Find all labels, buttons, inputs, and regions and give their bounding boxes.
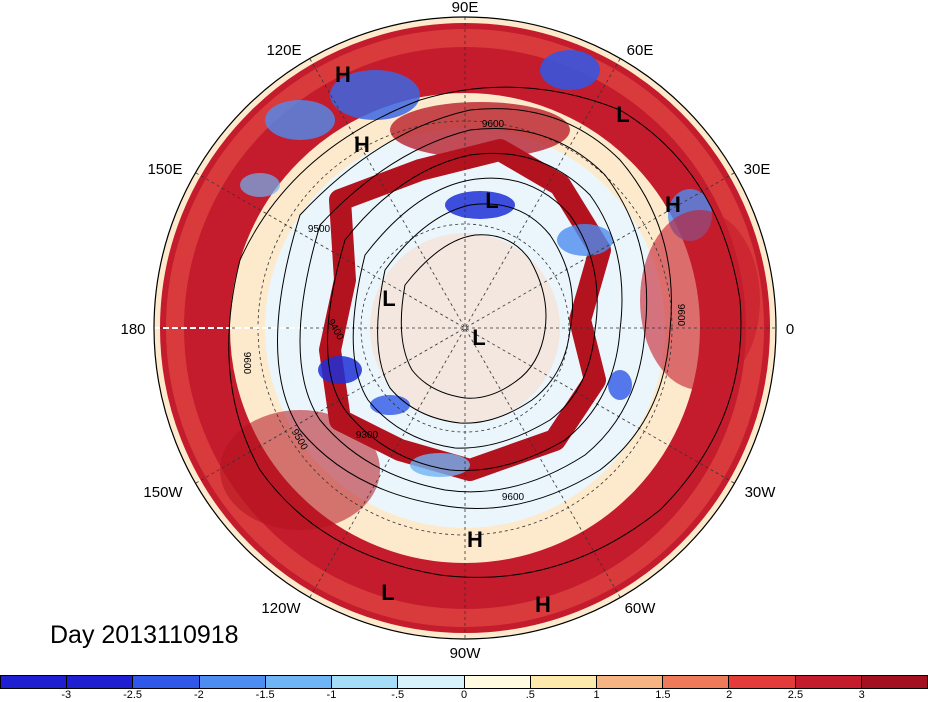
contour-label: 9600 bbox=[502, 492, 525, 503]
low-marker: L bbox=[485, 188, 498, 213]
lon-label-0: 0 bbox=[786, 321, 794, 338]
low-marker: L bbox=[382, 286, 395, 311]
colorbar-tick-labels: -3 -2.5 -2 -1.5 -1 -.5 0 .5 1 1.5 2 2.5 3 bbox=[0, 689, 928, 702]
lon-label-60e: 60E bbox=[627, 42, 654, 59]
colorbar-tick-label: -2 bbox=[193, 689, 204, 701]
colorbar-tick-label: .5 bbox=[525, 689, 535, 701]
lon-label-120e: 120E bbox=[266, 42, 301, 59]
lon-label-120w: 120W bbox=[261, 600, 301, 617]
colorbar-segment bbox=[264, 676, 332, 688]
low-marker: L bbox=[616, 102, 629, 127]
anomaly-field bbox=[154, 17, 776, 639]
lon-label-90e: 90E bbox=[452, 0, 479, 16]
pressure-system-markers: H H L L H L L L L H H L bbox=[335, 62, 681, 617]
contour-label: 9600 bbox=[675, 304, 686, 327]
height-contours bbox=[228, 86, 742, 578]
colorbar-tick-label: -.5 bbox=[391, 689, 405, 701]
lon-label-30w: 30W bbox=[745, 484, 777, 501]
colorbar-segment bbox=[662, 676, 729, 688]
high-marker: H bbox=[335, 62, 351, 87]
colorbar-tick-label: 2.5 bbox=[787, 689, 804, 701]
colorbar-segment bbox=[331, 676, 398, 688]
colorbar-tick-label: 3 bbox=[858, 689, 865, 701]
high-marker: H bbox=[354, 132, 370, 157]
lon-label-180: 180 bbox=[120, 321, 145, 338]
colorbar-tick-label: 2 bbox=[726, 689, 733, 701]
colorbar-segment bbox=[463, 676, 530, 688]
colorbar-segment bbox=[397, 676, 464, 688]
colorbar-segment bbox=[595, 676, 663, 688]
contour-label: 9300 bbox=[356, 430, 379, 441]
colorbar-tick-label: 1.5 bbox=[655, 689, 671, 701]
colorbar bbox=[0, 675, 928, 689]
colorbar-tick-label: -3 bbox=[61, 689, 72, 701]
colorbar-tick-label: 0 bbox=[460, 689, 468, 701]
lon-label-150e: 150E bbox=[147, 161, 182, 178]
map-boundary bbox=[153, 16, 777, 640]
low-marker: L bbox=[472, 325, 485, 350]
colorbar-segment bbox=[198, 676, 265, 688]
colorbar-segment bbox=[794, 676, 861, 688]
lon-label-150w: 150W bbox=[143, 484, 183, 501]
lon-label-30e: 30E bbox=[744, 161, 771, 178]
colorbar-segment bbox=[728, 676, 795, 688]
colorbar-segment bbox=[132, 676, 199, 688]
lon-label-60w: 60W bbox=[625, 600, 657, 617]
high-marker: H bbox=[467, 527, 483, 552]
lon-label-90w: 90W bbox=[450, 645, 482, 662]
contour-label: 9500 bbox=[308, 224, 331, 235]
colorbar-segment bbox=[66, 676, 133, 688]
contour-label: 9600 bbox=[482, 119, 505, 130]
colorbar-segment bbox=[0, 676, 67, 688]
map-title: Day 2013110918 bbox=[50, 621, 239, 649]
colorbar-tick-label: -1.5 bbox=[255, 689, 275, 701]
colorbar-tick-label: 1 bbox=[593, 689, 600, 701]
high-marker: H bbox=[535, 592, 551, 617]
colorbar-segment bbox=[529, 676, 596, 688]
low-marker: L bbox=[381, 580, 394, 605]
contour-label: 9600 bbox=[241, 352, 252, 375]
high-marker: H bbox=[665, 192, 681, 217]
longitude-labels: 90E 60E 30E 0 30W 60W 90W 120W 150W 180 … bbox=[120, 0, 794, 662]
colorbar-segment bbox=[860, 676, 928, 688]
colorbar-tick-label: -1 bbox=[326, 689, 337, 701]
colorbar-tick-label: -2.5 bbox=[123, 689, 143, 701]
